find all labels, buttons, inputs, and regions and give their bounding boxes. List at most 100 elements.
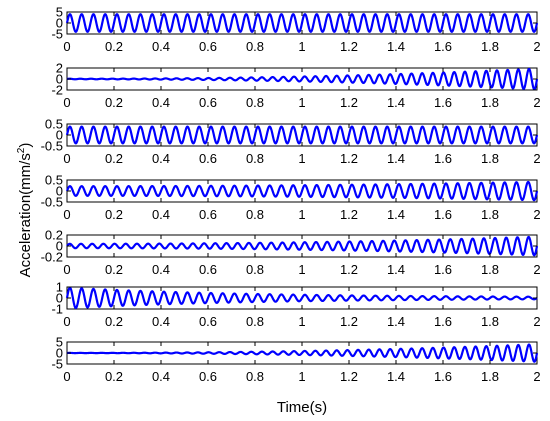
panel-2-y-tick-label: 0 <box>56 72 63 87</box>
panel-3-x-tick-label: 0.6 <box>199 151 217 166</box>
panel-4-y-tick-label: -0.5 <box>41 195 63 210</box>
panel-2-x-tick-label: 1.8 <box>481 95 499 110</box>
panel-6-x-tick-label: 1.2 <box>340 314 358 329</box>
panel-5-y-tick-label: -0.2 <box>41 250 63 265</box>
panel-4-x-tick-label: 1.8 <box>481 207 499 222</box>
panel-2-x-tick-label: 1.6 <box>434 95 452 110</box>
panel-5-x-tick-label: 0.6 <box>199 262 217 277</box>
panel-7-x-tick-label: 2 <box>533 369 540 384</box>
panel-2-x-tick-label: 0.4 <box>152 95 170 110</box>
panel-7-x-tick-label: 1.8 <box>481 369 499 384</box>
panel-5-x-tick-label: 0.4 <box>152 262 170 277</box>
panel-3-signal-line <box>65 125 539 145</box>
panel-3-x-tick-label: 0.4 <box>152 151 170 166</box>
panel-1-y-tick-label: -5 <box>51 27 63 42</box>
panel-2-x-tick-label: 1 <box>298 95 305 110</box>
panel-5-x-tick-label: 1 <box>298 262 305 277</box>
panel-2-x-tick-label: 1.2 <box>340 95 358 110</box>
panel-1-x-tick-label: 0.4 <box>152 39 170 54</box>
panel-5-y-tick-label: 0 <box>56 239 63 254</box>
panel-6-x-tick-label: 0 <box>63 314 70 329</box>
panel-1-x-tick-label: 0.2 <box>105 39 123 54</box>
panel-5-x-tick-label: 1.6 <box>434 262 452 277</box>
panel-1-x-tick-label: 1.4 <box>387 39 405 54</box>
panel-3-x-tick-label: 0 <box>63 151 70 166</box>
x-axis-label: Time(s) <box>277 399 327 416</box>
panel-2-y-tick-label: -2 <box>51 83 63 98</box>
panel-7-y-tick-label: -5 <box>51 357 63 372</box>
panel-1-x-tick-label: 2 <box>533 39 540 54</box>
panel-2-x-tick-label: 1.4 <box>387 95 405 110</box>
panel-7-x-tick-label: 0.4 <box>152 369 170 384</box>
y-axis-label: Acceleration(mm/s2) <box>16 143 34 278</box>
y-axis-label-suffix: ) <box>17 143 34 148</box>
panel-1-x-tick-label: 0.8 <box>246 39 264 54</box>
panel-1-x-tick-label: 1.6 <box>434 39 452 54</box>
panel-2-x-tick-label: 0 <box>63 95 70 110</box>
panel-5-x-tick-label: 1.8 <box>481 262 499 277</box>
panel-3-x-tick-label: 0.8 <box>246 151 264 166</box>
panel-6-x-tick-label: 0.4 <box>152 314 170 329</box>
panel-1-y-tick-label: 0 <box>56 16 63 31</box>
panel-6-x-tick-label: 0.2 <box>105 314 123 329</box>
panel-1-x-tick-label: 1 <box>298 39 305 54</box>
panel-7-x-tick-label: 0.2 <box>105 369 123 384</box>
panel-1-signal-line <box>65 13 539 33</box>
panel-2-x-tick-label: 0.2 <box>105 95 123 110</box>
panel-6-x-tick-label: 1.4 <box>387 314 405 329</box>
panel-1-x-tick-label: 0.6 <box>199 39 217 54</box>
panel-1-x-tick-label: 0 <box>63 39 70 54</box>
panel-2-x-tick-label: 2 <box>533 95 540 110</box>
panel-4-x-tick-label: 1.6 <box>434 207 452 222</box>
panel-1-x-tick-label: 1.2 <box>340 39 358 54</box>
panel-5-x-tick-label: 2 <box>533 262 540 277</box>
panel-6-y-tick-label: 1 <box>56 280 63 295</box>
panel-7-x-tick-label: 1.4 <box>387 369 405 384</box>
panel-4-x-tick-label: 2 <box>533 207 540 222</box>
panel-5-signal-line <box>66 235 539 257</box>
panel-6-y-tick-label: 0 <box>56 291 63 306</box>
panel-4-y-tick-label: 0.5 <box>45 173 63 188</box>
panel-4-x-tick-label: 0.6 <box>199 207 217 222</box>
panel-5-y-tick-label: 0.2 <box>45 228 63 243</box>
panel-4-x-tick-label: 0.4 <box>152 207 170 222</box>
panel-6-x-tick-label: 1.8 <box>481 314 499 329</box>
panel-4-x-tick-label: 0.2 <box>105 207 123 222</box>
panel-7-x-tick-label: 1.6 <box>434 369 452 384</box>
panel-6-x-tick-label: 0.8 <box>246 314 264 329</box>
panel-7-x-tick-label: 0.6 <box>199 369 217 384</box>
panel-6-signal-line <box>65 286 538 310</box>
panel-4-x-tick-label: 1.4 <box>387 207 405 222</box>
panel-4-y-tick-label: 0 <box>56 184 63 199</box>
panel-6-x-tick-label: 0.6 <box>199 314 217 329</box>
panel-2-signal-line <box>66 67 539 91</box>
panel-5-x-tick-label: 1.2 <box>340 262 358 277</box>
panel-3-x-tick-label: 1.2 <box>340 151 358 166</box>
y-axis-label-superscript: 2 <box>16 147 27 153</box>
y-axis-label-text: Acceleration(mm/s <box>17 153 34 277</box>
panel-2-x-tick-label: 0.8 <box>246 95 264 110</box>
panel-7-signal-line <box>66 343 539 363</box>
panel-1-x-tick-label: 1.8 <box>481 39 499 54</box>
panel-3-y-tick-label: -0.5 <box>41 139 63 154</box>
panel-4-x-tick-label: 1.2 <box>340 207 358 222</box>
panel-1-y-tick-label: 5 <box>56 5 63 20</box>
panel-5-x-tick-label: 0.2 <box>105 262 123 277</box>
panel-2-x-tick-label: 0.6 <box>199 95 217 110</box>
panel-4-x-tick-label: 0 <box>63 207 70 222</box>
panel-6-x-tick-label: 2 <box>533 314 540 329</box>
panel-3-y-tick-label: 0.5 <box>45 117 63 132</box>
panel-7-x-tick-label: 1.2 <box>340 369 358 384</box>
panel-3-x-tick-label: 1.6 <box>434 151 452 166</box>
panel-7-x-tick-label: 1 <box>298 369 305 384</box>
panel-3-x-tick-label: 1 <box>298 151 305 166</box>
panel-5-x-tick-label: 0.8 <box>246 262 264 277</box>
panel-3-x-tick-label: 0.2 <box>105 151 123 166</box>
panel-2-y-tick-label: 2 <box>56 61 63 76</box>
panel-6-x-tick-label: 1.6 <box>434 314 452 329</box>
panel-3-x-tick-label: 2 <box>533 151 540 166</box>
panel-7-x-tick-label: 0 <box>63 369 70 384</box>
panel-3-y-tick-label: 0 <box>56 128 63 143</box>
panel-3-x-tick-label: 1.4 <box>387 151 405 166</box>
